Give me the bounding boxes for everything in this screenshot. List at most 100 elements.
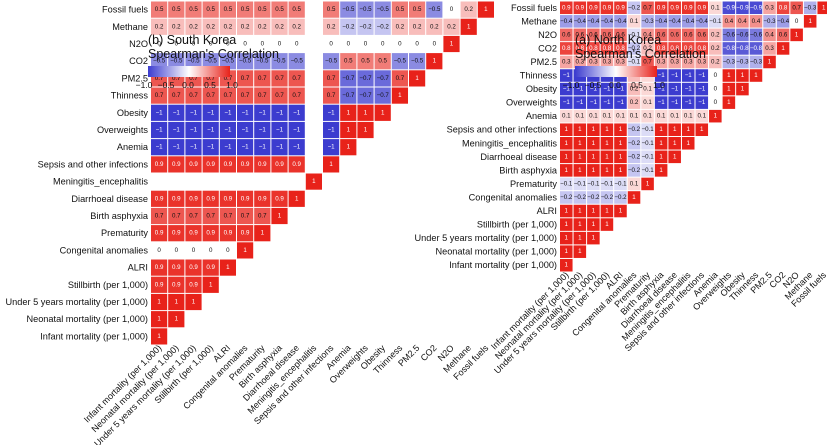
cell-value: 0: [209, 247, 213, 254]
cell-value: 0.9: [172, 230, 181, 237]
heatmap-cell: [305, 156, 322, 173]
row-label: N2O: [129, 39, 148, 49]
heatmap-cell: [600, 204, 614, 218]
cell-value: 0.9: [275, 161, 284, 168]
cell-value: 1: [381, 109, 385, 116]
cell-value: 0: [192, 41, 196, 48]
row-label: PM2.5: [530, 57, 557, 67]
cell-value: −0.5: [359, 6, 372, 13]
heatmap-cell: [736, 55, 749, 69]
cell-value: 0.2: [275, 23, 284, 30]
cell-value: 0.5: [378, 58, 387, 65]
panel-title: (a) North Korea: [575, 33, 661, 47]
heatmap-cell: [202, 259, 219, 276]
heatmap-cell: [587, 42, 600, 55]
cell-value: −1: [563, 99, 571, 106]
heatmap-cell: [573, 245, 587, 258]
cell-value: 0.3: [589, 58, 598, 65]
cell-value: −0.8: [750, 45, 763, 52]
cell-value: 0: [175, 41, 179, 48]
colorbar-tick: 0.5: [204, 80, 216, 90]
heatmap-cell: [695, 1, 709, 15]
row-label: Overweights: [97, 125, 148, 135]
heatmap-cell: [681, 1, 695, 15]
heatmap-cell: [573, 191, 587, 204]
cell-value: 0.9: [189, 230, 198, 237]
heatmap-cell: [151, 1, 168, 18]
heatmap-cell: [288, 53, 305, 70]
cell-value: 0.7: [275, 75, 284, 82]
cell-value: 0.2: [630, 99, 639, 106]
cell-value: −0.3: [750, 58, 763, 65]
heatmap-cell: [374, 35, 391, 53]
heatmap-cell: [288, 121, 305, 139]
cell-value: −1: [617, 86, 625, 93]
cell-value: 1: [592, 208, 596, 215]
cell-value: 0.1: [711, 4, 720, 11]
cell-value: 0.5: [327, 6, 336, 13]
heatmap-cell: [409, 70, 426, 87]
heatmap-cell: [271, 104, 288, 121]
cell-value: 1: [727, 86, 731, 93]
colorbar-tick: 1.0: [653, 80, 665, 90]
cell-value: 0.2: [711, 31, 720, 38]
heatmap-cell: [237, 242, 254, 259]
heatmap-cell: [185, 156, 202, 173]
heatmap-cell: [219, 242, 236, 259]
cell-value: 0.6: [697, 31, 706, 38]
cell-value: 1: [673, 153, 677, 160]
cell-value: 0.6: [562, 31, 571, 38]
row-label: Anemia: [117, 142, 149, 152]
heatmap-cell: [185, 35, 202, 53]
heatmap-cell: [426, 1, 443, 18]
cell-value: 0.6: [670, 31, 679, 38]
heatmap-cell: [681, 28, 695, 42]
heatmap-cell: [254, 156, 271, 173]
cell-value: 0.9: [206, 264, 215, 271]
heatmap-cell: [340, 35, 357, 53]
heatmap-cell: [803, 15, 817, 28]
heatmap-cell: [254, 1, 271, 18]
heatmap-cell: [288, 190, 305, 207]
cell-value: −1: [685, 72, 693, 79]
heatmap-cell: [185, 53, 202, 70]
heatmap-cell: [202, 207, 219, 225]
cell-value: 0.5: [396, 6, 405, 13]
cell-value: −1: [563, 86, 571, 93]
heatmap-cell: [443, 18, 460, 35]
row-label: Congenital anomalies: [60, 245, 149, 255]
row-label: Infant mortality (per 1,000): [40, 331, 148, 341]
heatmap-cell: [271, 87, 288, 104]
heatmap-cell: [560, 109, 573, 123]
cell-value: 0.2: [630, 86, 639, 93]
column-label: CO2: [419, 343, 439, 363]
cell-value: 1: [578, 221, 582, 228]
cell-value: 0: [714, 86, 718, 93]
cell-value: −0.6: [750, 31, 763, 38]
cell-value: 0.2: [711, 45, 720, 52]
cell-value: 0.5: [155, 6, 164, 13]
heatmap-cell: [614, 82, 627, 96]
cell-value: −1: [173, 127, 181, 134]
cell-value: −0.1: [628, 58, 641, 65]
heatmap-cell: [237, 35, 254, 53]
heatmap-cell: [709, 15, 722, 28]
cell-value: 0.9: [155, 281, 164, 288]
heatmap-cell: [790, 15, 803, 28]
heatmap-cell: [587, 231, 600, 245]
cell-value: −1: [576, 86, 584, 93]
heatmap-cell: [323, 139, 340, 156]
cell-value: −1: [276, 144, 284, 151]
cell-value: 0.8: [684, 45, 693, 52]
cell-value: −0.4: [560, 18, 573, 25]
colorbar-tick: 1.0: [226, 80, 238, 90]
heatmap-cell: [736, 82, 749, 96]
heatmap-cell: [695, 109, 709, 123]
cell-value: 0.9: [172, 281, 181, 288]
cell-value: 1: [467, 23, 471, 30]
cell-value: −0.4: [655, 18, 668, 25]
cell-value: 1: [157, 333, 161, 340]
heatmap-cell: [749, 55, 763, 69]
heatmap-cell: [560, 82, 573, 96]
cell-value: 1: [592, 235, 596, 242]
